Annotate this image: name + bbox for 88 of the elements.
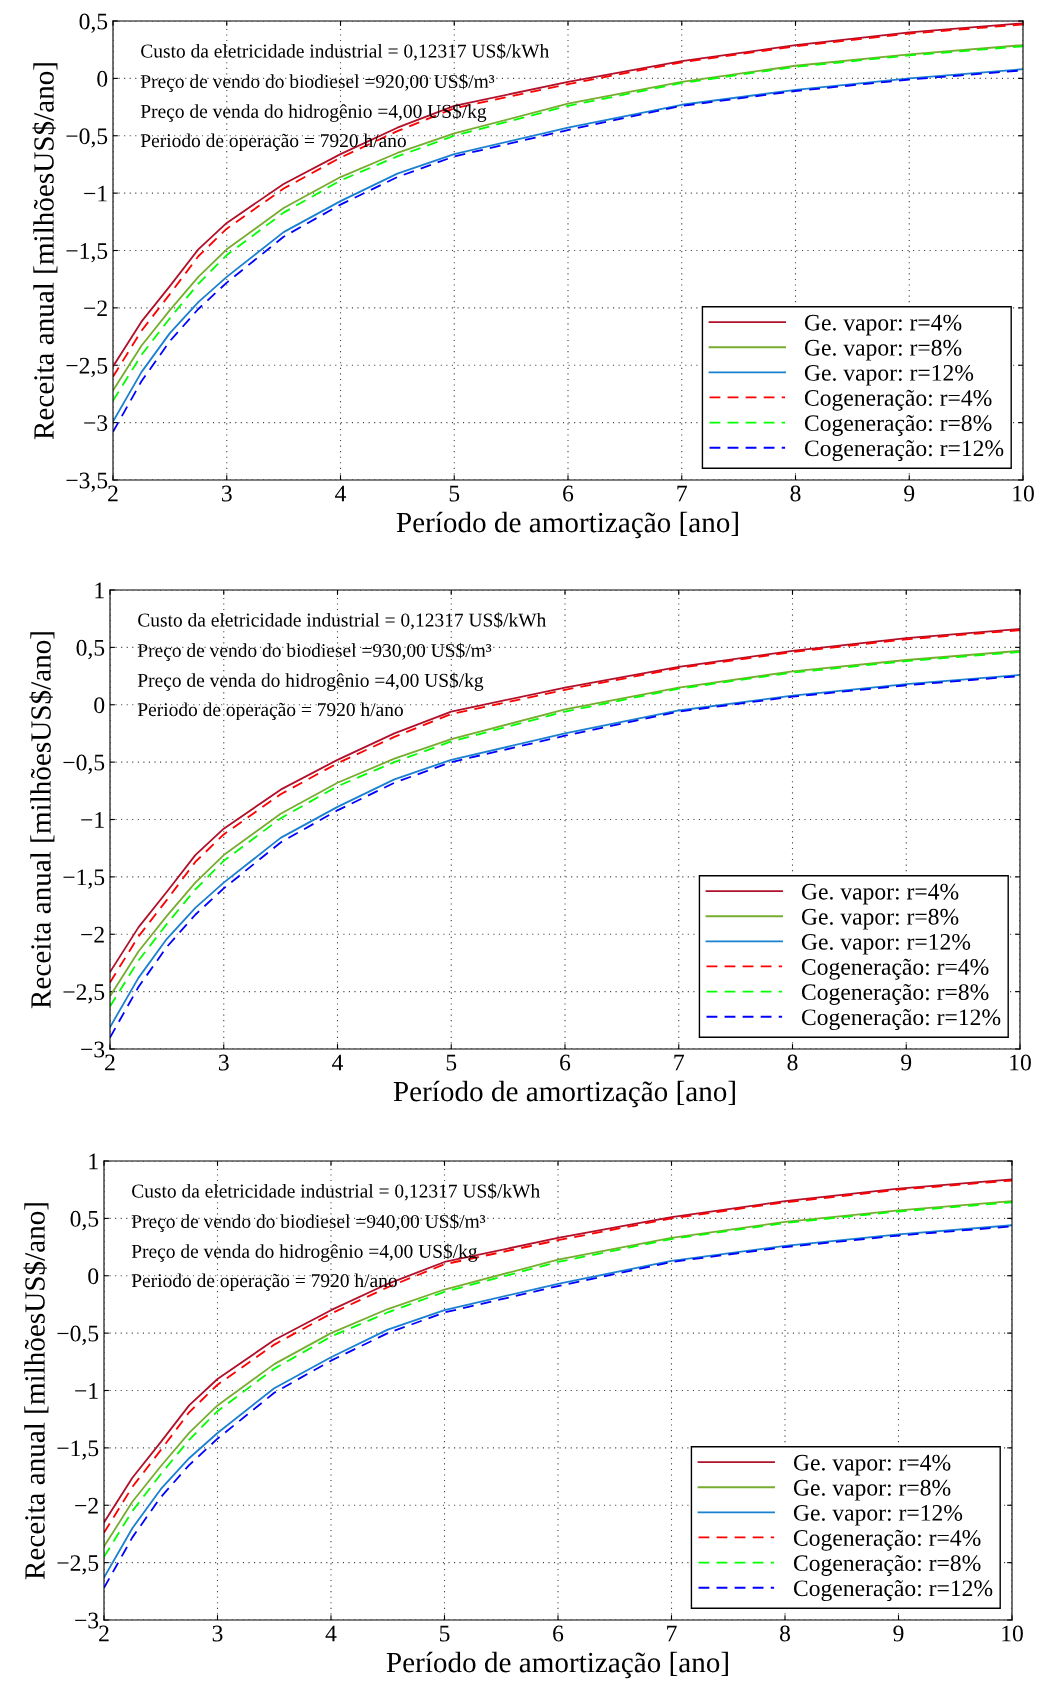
legend-label: Ge. vapor: r=12% [793,1504,963,1526]
legend-label: Ge. vapor: r=4% [793,1454,951,1476]
x-tick-label: 8 [787,1054,798,1071]
x-tick-label: 2 [108,485,118,502]
y-tick-label: 0 [88,1268,99,1285]
x-tick-label: 4 [335,485,347,502]
y-tick-label: 0,5 [76,639,105,660]
annotation: Periodo de operação = 7920 h/ano [137,702,403,721]
x-tick-label: 4 [332,1054,344,1071]
y-tick-label: −2 [81,926,104,943]
annotation: Preço de venda do hidrogênio =4,00 US$/kg [137,672,484,691]
legend-label: Ge. vapor: r=4% [801,883,959,905]
x-tick-label: 8 [780,1625,790,1642]
y-tick-label: −1,5 [63,869,105,889]
y-tick-label: −0,5 [66,128,108,148]
y-tick-label: −2 [84,300,107,317]
x-tick-label: 5 [439,1625,450,1642]
x-tick-label: 10 [1002,1625,1023,1642]
legend-label: Ge. vapor: r=8% [801,908,959,930]
legend-label: Cogeneração: r=12% [793,1580,993,1602]
y-tick-label: −3 [75,1612,99,1629]
legend-label: Ge. vapor: r=12% [801,933,971,955]
y-tick-label: 1 [95,582,104,599]
y-tick-label: −2 [75,1497,98,1514]
y-axis-title: Receita anual [milhõesUS$/ano] [23,1203,49,1580]
x-tick-label: 6 [563,485,574,502]
x-tick-label: 10 [1013,485,1034,502]
y-tick-label: −1 [75,1383,98,1399]
annotation: Preço de vendo do biodiesel =920,00 US$/m³ [140,73,495,93]
x-tick-label: 2 [99,1625,109,1642]
legend-label: Cogeneração: r=4% [801,958,989,980]
y-tick-label: −2,5 [57,1555,99,1575]
x-tick-label: 9 [893,1625,904,1642]
x-tick-label: 9 [904,485,915,502]
annotation: Custo da eletricidade industrial = 0,12317 US$/kWh [138,612,547,630]
x-tick-label: 4 [325,1625,337,1642]
legend-label: Cogeneração: r=8% [801,983,989,1005]
x-tick-label: 2 [105,1054,115,1071]
y-axis-title: Receita anual [milhõesUS$/ano] [32,63,58,440]
y-tick-label: −0,5 [57,1325,99,1345]
x-axis-title: Período de amortização [ano] [386,1651,728,1679]
x-tick-label: 9 [901,1054,912,1071]
y-axis-title: Receita anual [milhõesUS$/ano] [29,632,55,1009]
y-tick-label: −2,5 [66,357,108,378]
y-tick-label: −2,5 [63,984,105,1004]
x-tick-label: 6 [560,1054,571,1071]
y-tick-label: −1,5 [57,1440,99,1460]
annotation: Custo da eletricidade industrial = 0,12317 US$/kWh [141,43,550,61]
x-tick-label: 5 [446,1054,457,1071]
y-tick-label: 1 [89,1153,98,1170]
x-tick-label: 7 [667,1625,677,1642]
annotation: Preço de vendo do biodiesel =930,00 US$/m³ [137,642,492,662]
x-tick-label: 7 [677,485,687,502]
legend-label: Ge. vapor: r=4% [804,314,962,336]
y-tick-label: 0,5 [70,1210,99,1231]
legend-label: Ge. vapor: r=12% [804,364,974,386]
y-tick-label: −3,5 [66,472,108,492]
x-axis-title: Período de amortização [ano] [396,511,738,539]
y-tick-label: −1 [84,185,107,202]
x-tick-label: 10 [1010,1054,1031,1071]
x-tick-label: 8 [790,485,801,502]
y-tick-label: −1 [81,812,104,828]
legend-label: Cogeneração: r=8% [804,414,992,436]
annotation: Custo da eletricidade industrial = 0,12317 US$/kWh [132,1183,540,1201]
legend-label: Cogeneração: r=12% [801,1009,1001,1031]
legend-label: Ge. vapor: r=8% [793,1479,951,1501]
legend-label: Cogeneração: r=8% [793,1554,981,1576]
y-tick-label: 0,5 [79,13,108,33]
x-tick-label: 7 [674,1054,684,1071]
x-axis-title: Período de amortização [ano] [393,1080,735,1108]
y-tick-label: 0 [94,697,105,714]
legend-label: Cogeneração: r=12% [804,440,1004,462]
x-tick-label: 3 [212,1625,223,1642]
x-tick-label: 5 [449,485,460,502]
y-tick-label: −0,5 [63,754,105,774]
y-tick-label: 0 [97,70,108,87]
annotation: Preço de venda do hidrogênio =4,00 US$/kg [131,1243,478,1262]
x-tick-label: 3 [221,485,232,502]
x-tick-label: 6 [553,1625,564,1642]
annotation: Periodo de operação = 7920 h/ano [131,1273,397,1292]
annotation: Preço de vendo do biodiesel =940,00 US$/m³ [131,1213,486,1233]
legend-label: Cogeneração: r=4% [793,1529,981,1551]
y-tick-label: −3 [84,415,108,432]
x-tick-label: 3 [218,1054,229,1071]
y-tick-label: −1,5 [66,243,108,263]
y-tick-label: −3 [81,1041,105,1058]
legend-label: Cogeneração: r=4% [804,389,992,411]
legend-label: Ge. vapor: r=8% [804,339,962,361]
